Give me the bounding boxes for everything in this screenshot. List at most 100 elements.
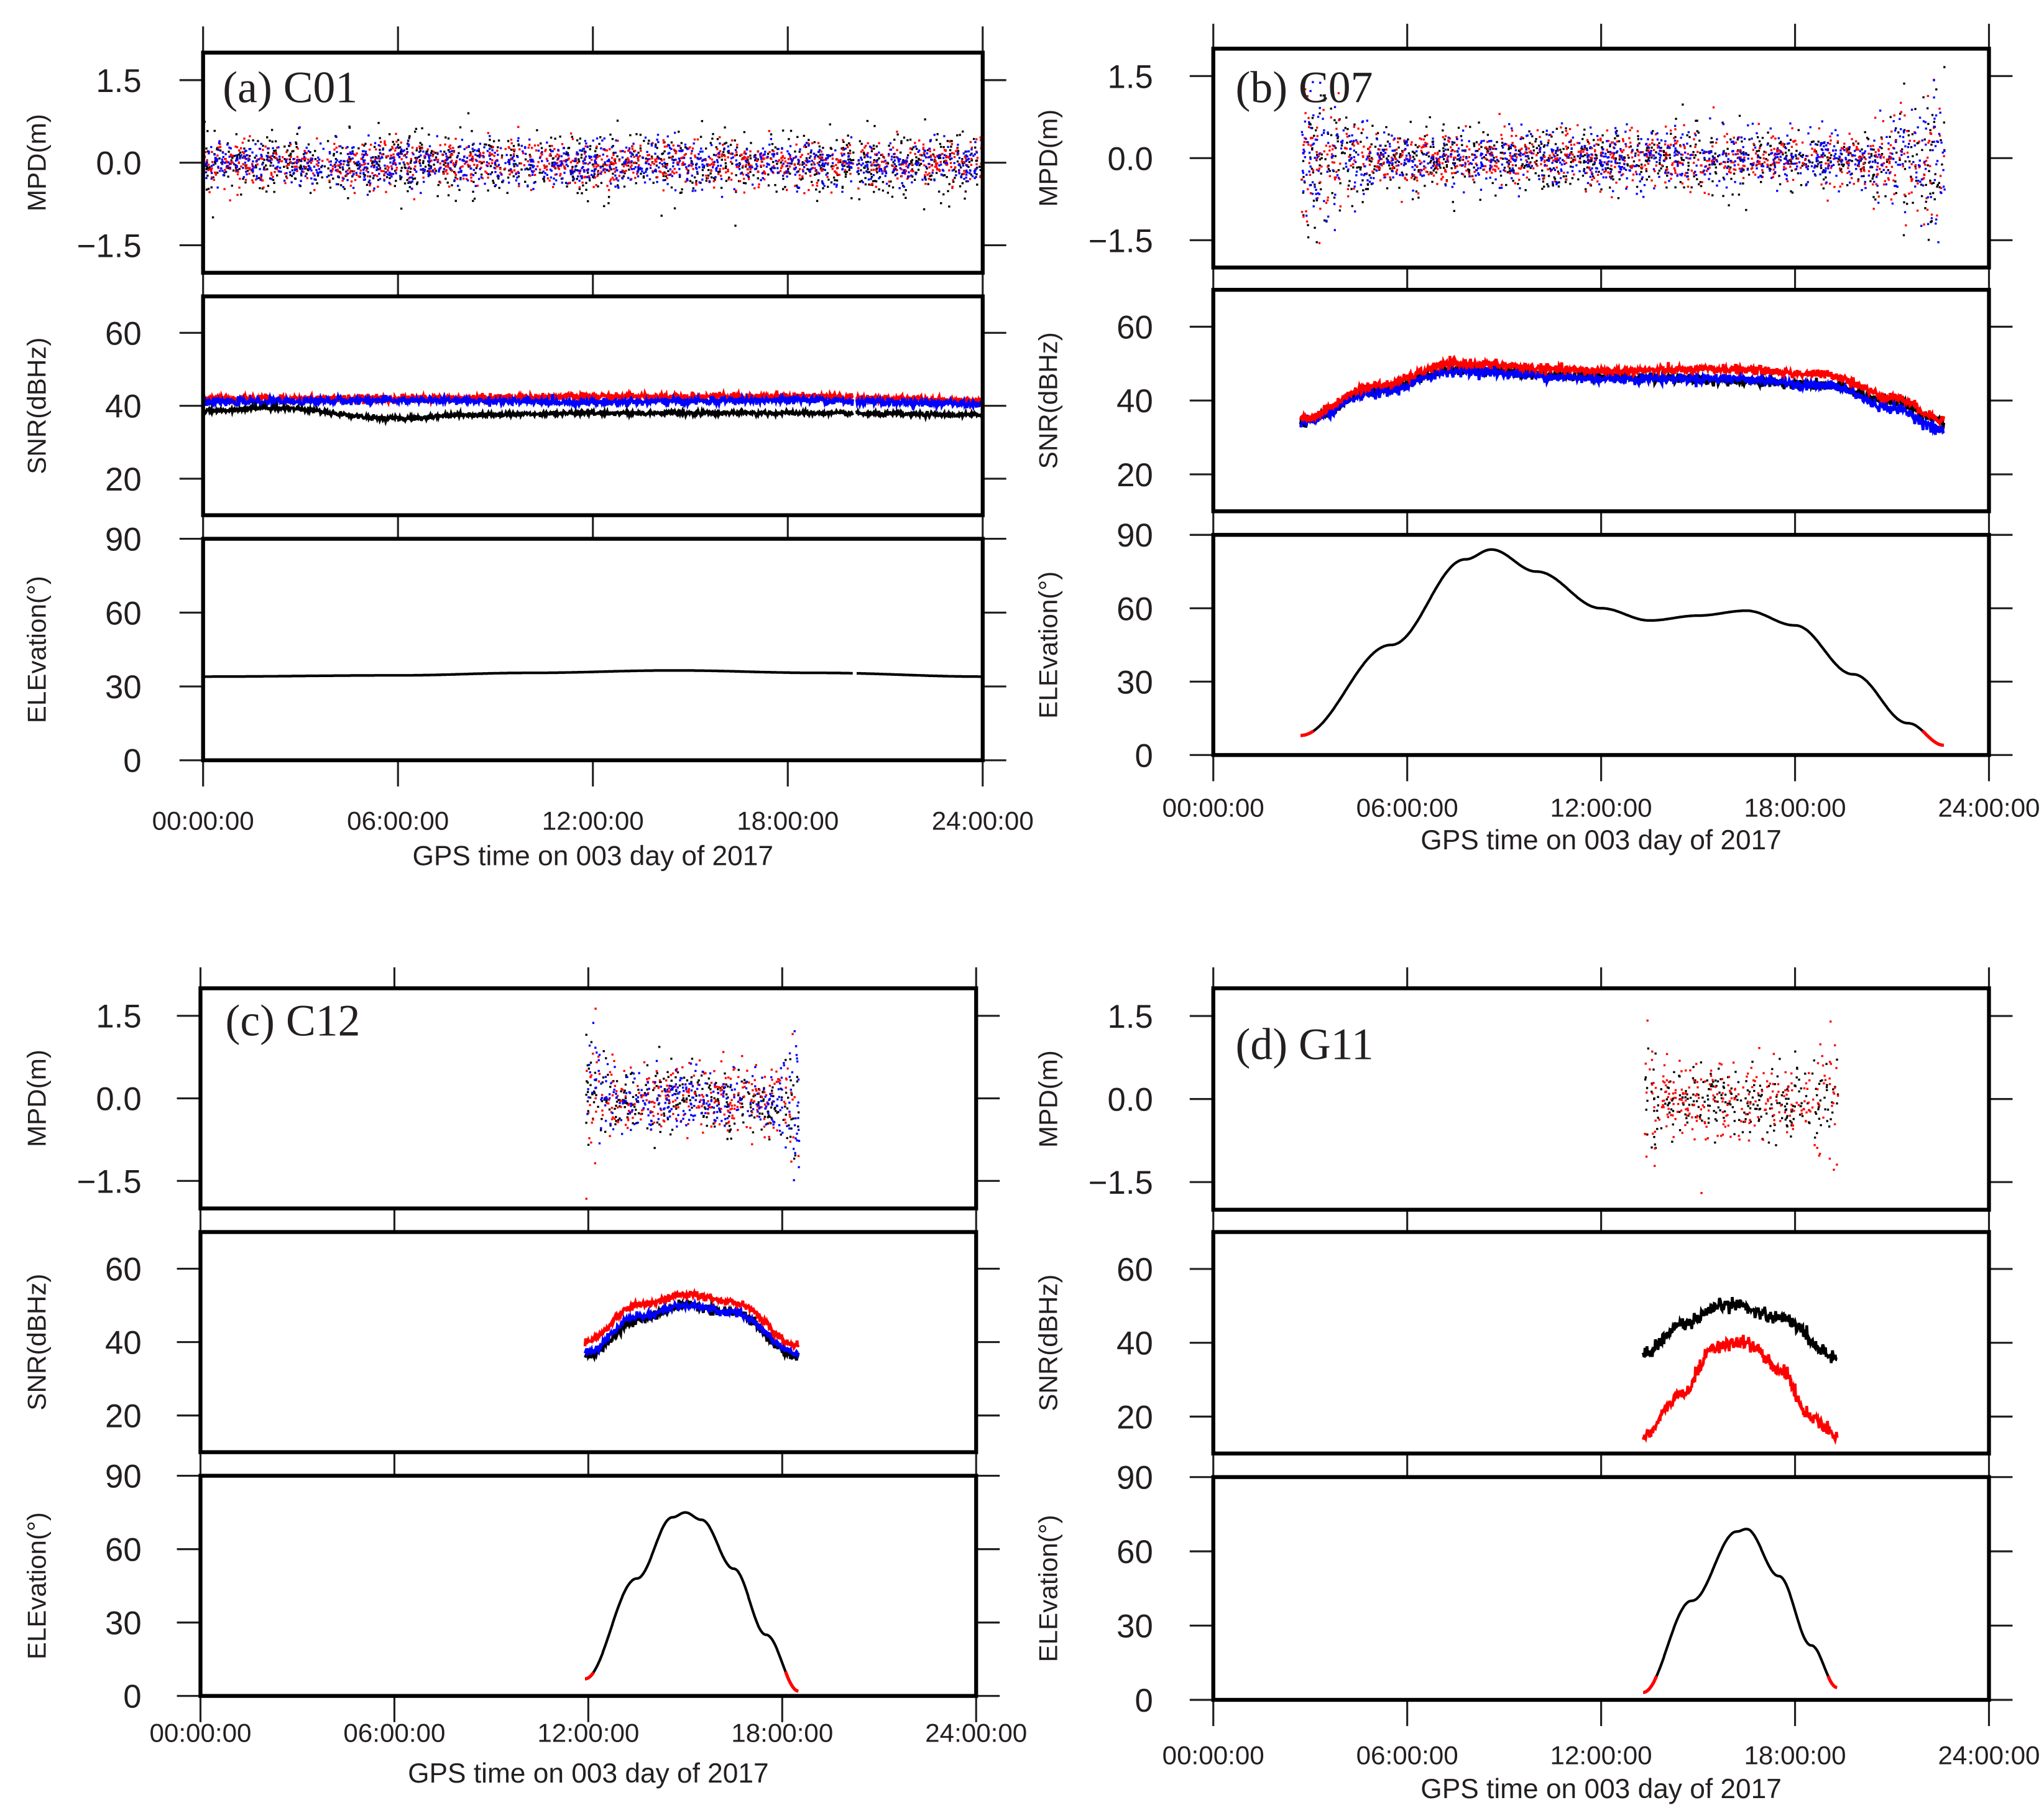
mpd-point bbox=[489, 165, 492, 167]
mpd-point bbox=[826, 185, 829, 188]
mpd-point bbox=[367, 162, 369, 165]
mpd-point bbox=[292, 158, 295, 160]
mpd-point bbox=[1674, 169, 1677, 172]
mpd-point bbox=[1521, 165, 1523, 167]
mpd-point bbox=[1450, 155, 1452, 158]
mpd-point bbox=[1422, 138, 1425, 141]
mpd-point bbox=[975, 167, 978, 170]
mpd-point bbox=[1345, 147, 1348, 150]
mpd-point bbox=[1763, 150, 1765, 153]
mpd-point bbox=[1670, 132, 1672, 135]
mpd-point bbox=[1610, 168, 1613, 171]
mpd-point bbox=[1352, 163, 1355, 165]
mpd-point bbox=[1418, 159, 1421, 162]
mpd-point bbox=[789, 156, 791, 159]
mpd-point bbox=[1843, 145, 1846, 149]
mpd-point bbox=[206, 159, 208, 162]
mpd-point bbox=[311, 182, 314, 185]
mpd-point bbox=[846, 165, 849, 168]
mpd-point bbox=[803, 145, 806, 148]
mpd-point bbox=[628, 151, 632, 154]
mpd-point bbox=[1583, 168, 1586, 170]
mpd-point bbox=[829, 155, 831, 157]
mpd-point bbox=[836, 167, 839, 170]
mpd-point bbox=[951, 169, 954, 172]
mpd-point bbox=[724, 167, 727, 170]
mpd-point bbox=[849, 152, 852, 155]
mpd-point bbox=[428, 171, 431, 174]
mpd-point bbox=[389, 157, 392, 160]
mpd-point bbox=[270, 173, 273, 176]
mpd-point bbox=[741, 166, 744, 169]
mpd-point bbox=[604, 171, 606, 173]
mpd-point bbox=[1679, 181, 1682, 183]
mpd-point bbox=[1445, 180, 1448, 183]
mpd-point bbox=[1482, 131, 1485, 134]
mpd-point bbox=[1904, 160, 1907, 163]
mpd-point bbox=[1703, 159, 1706, 161]
mpd-point bbox=[273, 190, 275, 193]
mpd-point bbox=[850, 159, 852, 162]
mpd-point bbox=[433, 164, 435, 166]
mpd-point bbox=[932, 153, 934, 156]
mpd-point bbox=[375, 157, 378, 159]
mpd-point bbox=[459, 167, 461, 170]
mpd-point bbox=[1742, 151, 1745, 154]
mpd-point bbox=[1370, 143, 1373, 145]
mpd-point bbox=[617, 185, 620, 188]
mpd-point bbox=[464, 162, 466, 165]
mpd-point bbox=[798, 174, 801, 177]
mpd-point bbox=[1569, 141, 1572, 143]
mpd-point bbox=[1637, 165, 1640, 167]
mpd-point bbox=[495, 159, 497, 162]
mpd-point bbox=[205, 163, 208, 165]
mpd-point bbox=[1519, 167, 1522, 170]
mpd-point bbox=[1840, 168, 1843, 170]
mpd-point bbox=[1830, 139, 1832, 142]
mpd-point bbox=[301, 170, 303, 173]
mpd-point bbox=[1744, 152, 1747, 155]
mpd-point bbox=[302, 170, 305, 173]
mpd-point bbox=[1889, 157, 1892, 160]
mpd-point bbox=[933, 179, 936, 182]
mpd-point bbox=[1770, 149, 1773, 152]
mpd-point bbox=[1311, 137, 1314, 139]
mpd-point bbox=[447, 164, 449, 167]
mpd-point bbox=[378, 164, 380, 167]
mpd-point bbox=[1943, 155, 1945, 157]
mpd-point bbox=[1352, 141, 1355, 144]
mpd-point bbox=[207, 164, 210, 166]
mpd-point bbox=[1593, 163, 1596, 165]
mpd-point bbox=[568, 147, 571, 149]
mpd-point bbox=[1931, 191, 1935, 195]
mpd-point bbox=[1728, 170, 1731, 173]
mpd-point bbox=[318, 158, 321, 161]
mpd-point bbox=[247, 157, 250, 160]
mpd-point bbox=[860, 169, 862, 172]
mpd-point bbox=[957, 164, 960, 166]
mpd-point bbox=[614, 160, 616, 162]
mpd-point bbox=[292, 162, 295, 165]
mpd-point bbox=[742, 158, 745, 160]
mpd-point bbox=[761, 172, 764, 175]
mpd-point bbox=[1310, 127, 1314, 129]
mpd-point bbox=[1929, 129, 1931, 131]
mpd-point bbox=[757, 186, 760, 188]
mpd-point bbox=[1492, 168, 1494, 171]
mpd-point bbox=[289, 173, 292, 177]
mpd-point bbox=[794, 155, 798, 158]
mpd-point bbox=[754, 159, 757, 162]
mpd-point bbox=[739, 180, 742, 183]
mpd-point bbox=[817, 155, 819, 158]
mpd-point bbox=[1905, 224, 1907, 227]
mpd-point bbox=[574, 168, 577, 172]
mpd-point bbox=[407, 139, 410, 142]
mpd-point bbox=[589, 148, 591, 150]
mpd-point bbox=[621, 177, 624, 180]
mpd-point bbox=[1609, 186, 1611, 189]
mpd-point bbox=[671, 155, 674, 158]
mpd-point bbox=[873, 159, 876, 162]
mpd-point bbox=[1665, 153, 1668, 155]
mpd-point bbox=[311, 157, 313, 160]
mpd-point bbox=[293, 165, 296, 168]
